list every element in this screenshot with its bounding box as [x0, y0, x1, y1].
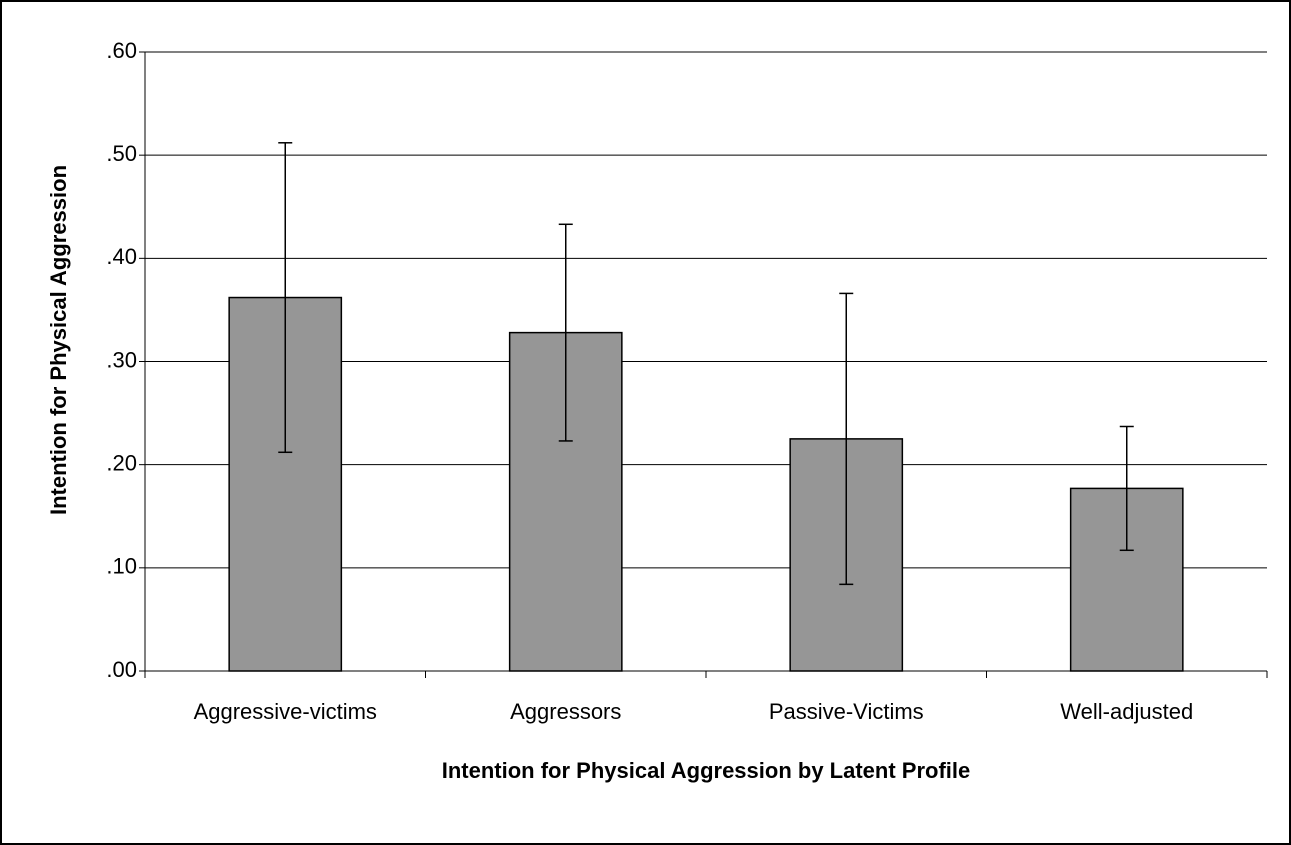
y-tick-label: .40: [106, 244, 137, 269]
x-tick-label: Well-adjusted: [1060, 699, 1193, 724]
x-tick-label: Passive-Victims: [769, 699, 924, 724]
x-tick-label: Aggressive-victims: [194, 699, 377, 724]
y-tick-label: .50: [106, 141, 137, 166]
y-axis-title: Intention for Physical Aggression: [46, 165, 71, 515]
y-tick-label: .10: [106, 554, 137, 579]
y-tick-label: .00: [106, 657, 137, 682]
x-tick-label: Aggressors: [510, 699, 621, 724]
x-axis-title: Intention for Physical Aggression by Lat…: [442, 758, 970, 783]
y-tick-label: .20: [106, 450, 137, 475]
y-tick-label: .30: [106, 347, 137, 372]
y-tick-label: .60: [106, 38, 137, 63]
